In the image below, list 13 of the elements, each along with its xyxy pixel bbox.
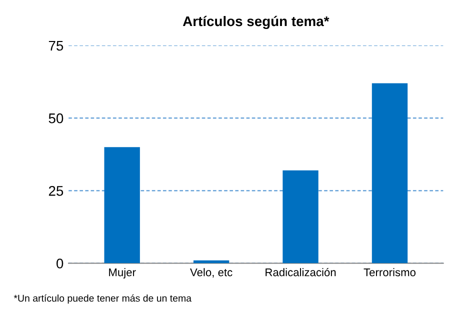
y-tick-label: 50 [48,113,64,124]
x-tick-label: Radicalización [266,268,336,276]
x-tick-label: Mujer [109,268,136,278]
bar [104,147,140,264]
text: *Un artículo puede tener más de un tema [14,294,192,304]
y-tick-label: 25 [48,186,64,196]
bar [372,83,408,264]
y-tick-label: 0 [56,258,64,268]
x-tick-label: Velo, etc [190,268,232,278]
y-tick-label: 75 [48,40,64,51]
bar [282,170,318,264]
x-tick-label: Terrorismo [364,268,416,276]
chart-title: Artículos según tema* [182,16,330,29]
